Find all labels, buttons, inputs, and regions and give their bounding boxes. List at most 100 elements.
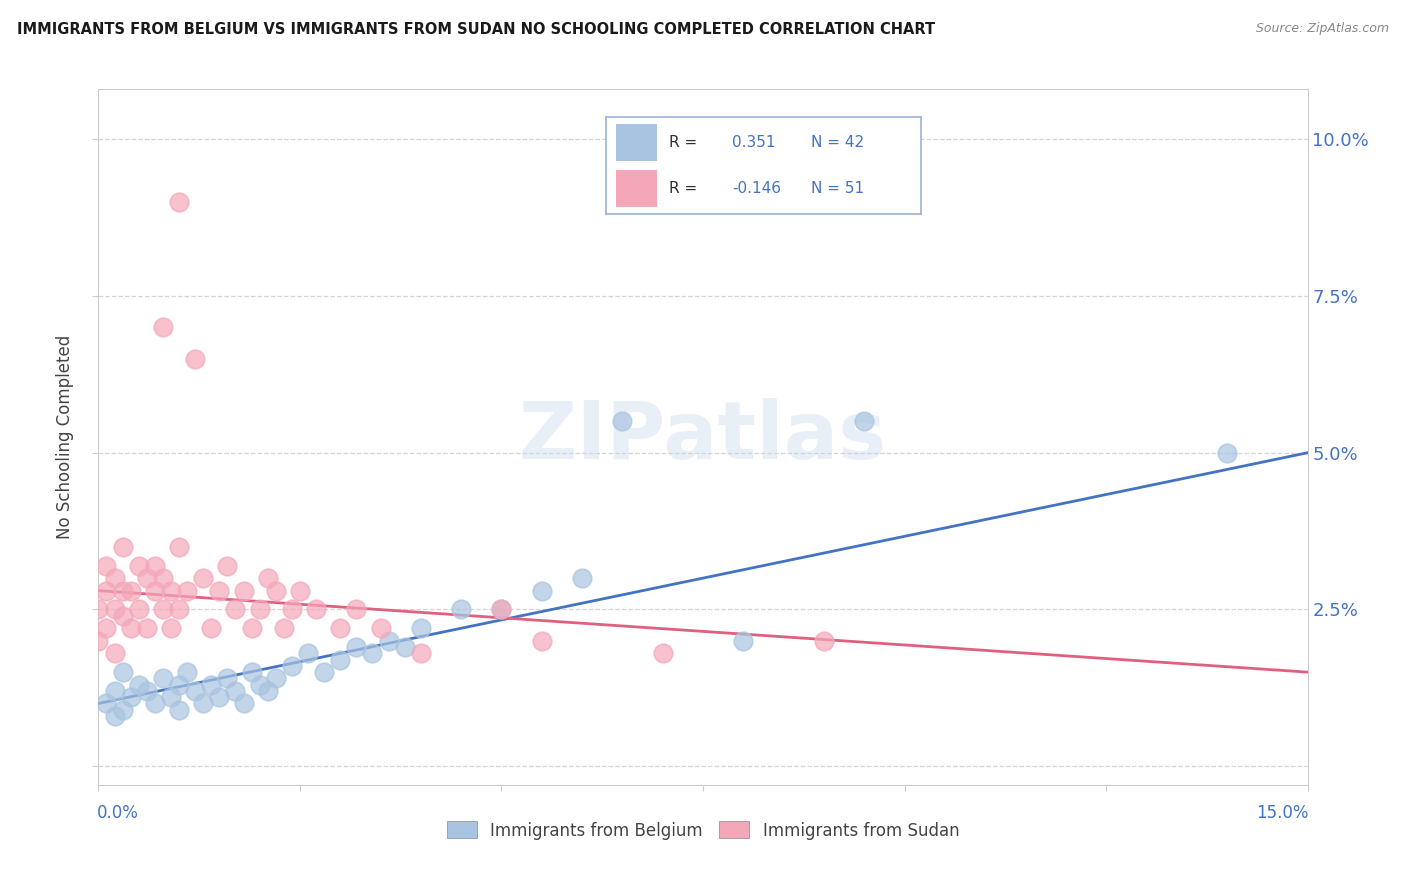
Point xyxy=(224,684,246,698)
Point xyxy=(273,621,295,635)
Point xyxy=(120,621,142,635)
Point xyxy=(184,684,207,698)
Point xyxy=(96,583,118,598)
Point xyxy=(200,621,222,635)
Point xyxy=(111,703,134,717)
Point xyxy=(651,646,673,660)
Point xyxy=(96,558,118,573)
Point xyxy=(87,633,110,648)
Point xyxy=(256,571,278,585)
Point xyxy=(571,571,593,585)
Point xyxy=(193,571,215,585)
Point xyxy=(135,684,157,698)
Point xyxy=(120,583,142,598)
Point xyxy=(409,621,432,635)
Point xyxy=(409,646,432,660)
Point xyxy=(167,194,190,209)
Point xyxy=(612,414,634,428)
Text: 0.0%: 0.0% xyxy=(97,805,139,822)
Point xyxy=(103,571,125,585)
Point xyxy=(208,690,231,705)
Point xyxy=(103,684,125,698)
Point xyxy=(264,583,287,598)
Point xyxy=(167,540,190,554)
Point xyxy=(135,621,157,635)
Point xyxy=(224,602,246,616)
Point xyxy=(377,633,399,648)
Point xyxy=(370,621,392,635)
Point xyxy=(491,602,513,616)
Point xyxy=(281,602,304,616)
Y-axis label: No Schooling Completed: No Schooling Completed xyxy=(56,335,75,539)
Point xyxy=(853,414,876,428)
Point xyxy=(813,633,835,648)
Point xyxy=(1216,446,1239,460)
Point xyxy=(160,621,183,635)
Point xyxy=(249,678,271,692)
Point xyxy=(152,602,174,616)
Point xyxy=(103,709,125,723)
Point xyxy=(329,652,352,666)
Point xyxy=(193,697,215,711)
Point xyxy=(176,583,198,598)
Point xyxy=(232,583,254,598)
Point xyxy=(394,640,416,654)
Point xyxy=(208,583,231,598)
Point xyxy=(96,621,118,635)
Point xyxy=(111,540,134,554)
Point xyxy=(111,583,134,598)
Point xyxy=(361,646,384,660)
Point xyxy=(120,690,142,705)
Point xyxy=(240,665,263,680)
Point xyxy=(491,602,513,616)
Point xyxy=(111,608,134,623)
Point xyxy=(344,640,367,654)
Point xyxy=(135,571,157,585)
Point xyxy=(167,703,190,717)
Point xyxy=(128,678,150,692)
Legend: Immigrants from Belgium, Immigrants from Sudan: Immigrants from Belgium, Immigrants from… xyxy=(440,814,966,847)
Point xyxy=(160,583,183,598)
Point xyxy=(96,697,118,711)
Point xyxy=(264,672,287,686)
Point xyxy=(111,665,134,680)
Point xyxy=(530,633,553,648)
Point xyxy=(184,351,207,366)
Point xyxy=(281,658,304,673)
Point xyxy=(143,558,166,573)
Point xyxy=(288,583,311,598)
Point xyxy=(256,684,278,698)
Point xyxy=(143,697,166,711)
Text: 15.0%: 15.0% xyxy=(1257,805,1309,822)
Text: IMMIGRANTS FROM BELGIUM VS IMMIGRANTS FROM SUDAN NO SCHOOLING COMPLETED CORRELAT: IMMIGRANTS FROM BELGIUM VS IMMIGRANTS FR… xyxy=(17,22,935,37)
Point xyxy=(167,602,190,616)
Point xyxy=(344,602,367,616)
Point xyxy=(733,633,755,648)
Point xyxy=(103,602,125,616)
Point xyxy=(176,665,198,680)
Point xyxy=(217,558,239,573)
Point xyxy=(128,558,150,573)
Point xyxy=(160,690,183,705)
Point xyxy=(167,678,190,692)
Point xyxy=(128,602,150,616)
Text: ZIPatlas: ZIPatlas xyxy=(519,398,887,476)
Point xyxy=(87,602,110,616)
Point xyxy=(143,583,166,598)
Point xyxy=(240,621,263,635)
Text: Source: ZipAtlas.com: Source: ZipAtlas.com xyxy=(1256,22,1389,36)
Point xyxy=(530,583,553,598)
Point xyxy=(232,697,254,711)
Point xyxy=(152,320,174,334)
Point xyxy=(152,672,174,686)
Point xyxy=(297,646,319,660)
Point xyxy=(217,672,239,686)
Point xyxy=(200,678,222,692)
Point xyxy=(305,602,328,616)
Point xyxy=(329,621,352,635)
Point xyxy=(103,646,125,660)
Point xyxy=(450,602,472,616)
Point xyxy=(152,571,174,585)
Point xyxy=(249,602,271,616)
Point xyxy=(314,665,336,680)
